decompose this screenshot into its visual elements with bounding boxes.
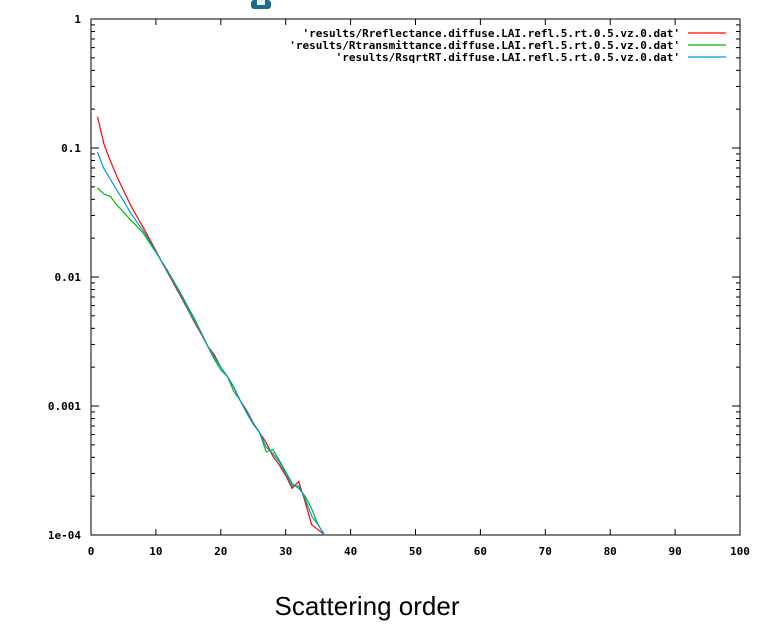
x-axis-label: Scattering order: [275, 591, 460, 621]
x-tick-label: 40: [344, 545, 357, 558]
legend: 'results/Rreflectance.diffuse.LAI.refl.5…: [289, 27, 726, 64]
series-line-2: [97, 187, 326, 536]
y-tick-label: 0.001: [48, 400, 81, 413]
y-tick-label: 1e-04: [48, 529, 81, 542]
x-tick-label: 10: [149, 545, 162, 558]
x-axis: 0 10 20 30 40 50 60 70 80 90 100: [88, 19, 750, 558]
x-tick-label: 90: [668, 545, 681, 558]
y-tick-label: 0.01: [55, 271, 82, 284]
legend-label-1: 'results/Rreflectance.diffuse.LAI.refl.5…: [303, 27, 681, 40]
x-tick-label: 30: [279, 545, 292, 558]
y-axis: 1e-04 0.001 0.01 0.1 1: [48, 13, 740, 542]
x-tick-label: 50: [409, 545, 422, 558]
y-tick-label: 0.1: [61, 142, 81, 155]
x-tick-label: 80: [604, 545, 617, 558]
x-tick-label: 70: [539, 545, 552, 558]
plot-area: [96, 116, 326, 536]
x-tick-label: 100: [730, 545, 750, 558]
legend-label-2: 'results/Rtransmittance.diffuse.LAI.refl…: [289, 39, 680, 52]
series-line-1: [96, 116, 325, 536]
x-tick-label: 0: [88, 545, 95, 558]
app-icon: [251, 0, 271, 9]
series-line-3: [96, 151, 326, 536]
x-tick-label: 20: [214, 545, 227, 558]
y-tick-label: 1: [74, 13, 81, 26]
legend-label-3: 'results/RsqrtRT.diffuse.LAI.refl.5.rt.0…: [336, 51, 680, 64]
x-tick-label: 60: [474, 545, 487, 558]
